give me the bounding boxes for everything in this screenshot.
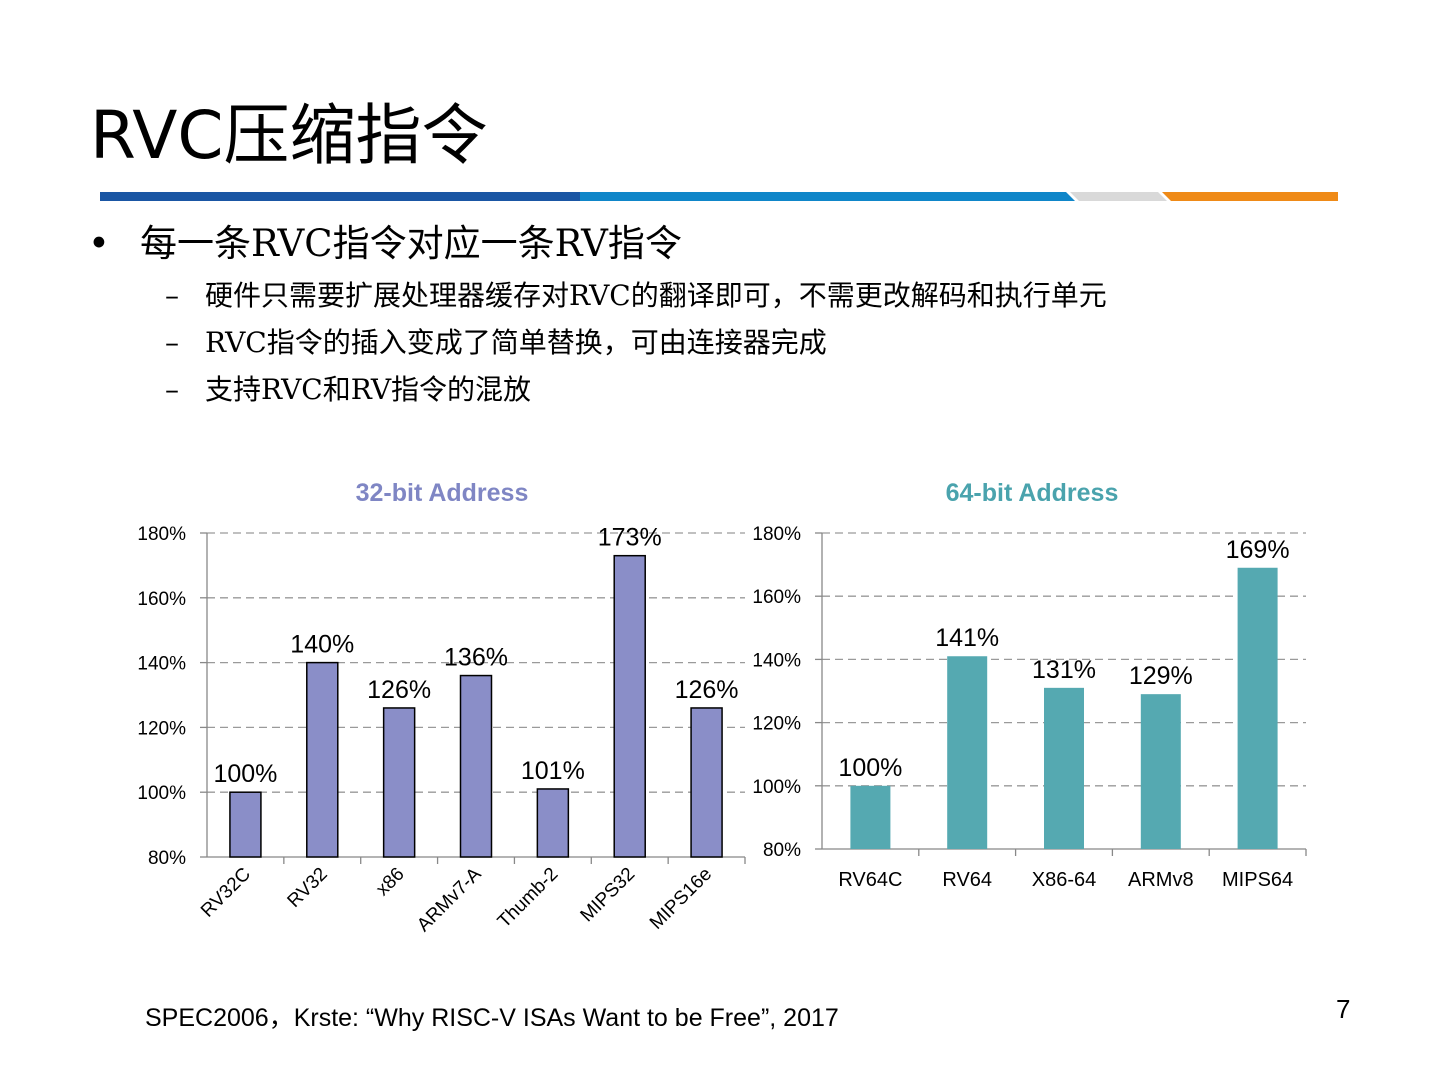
y-tick-label: 80% [763, 840, 801, 861]
data-label: 173% [598, 524, 662, 552]
bar-rv64 [947, 656, 988, 849]
y-tick-label: 180% [752, 524, 801, 545]
title-bar-segment-dark-blue [100, 192, 580, 201]
sub-bullet-item: – 支持RVC和RV指令的混放 [165, 370, 1107, 417]
title-underline-bar [100, 192, 1338, 201]
x-category-label: RV64C [838, 869, 902, 891]
data-label: 141% [935, 624, 999, 652]
data-label: 140% [290, 631, 354, 659]
sub-bullet-text: 支持RVC和RV指令的混放 [205, 373, 532, 406]
bar-x86 [382, 707, 416, 858]
y-tick-label: 120% [752, 714, 801, 735]
page-number: 7 [1336, 994, 1351, 1024]
bar-mips16e [690, 707, 723, 858]
slide-title: RVC压缩指令 [90, 97, 488, 174]
data-label: 100% [213, 760, 277, 788]
y-tick-label: 160% [137, 589, 186, 610]
bar-rv32c [229, 791, 262, 858]
bar-thumb-2 [536, 788, 570, 858]
bar-mips64 [1237, 567, 1278, 849]
chart-title: 32-bit Address [356, 479, 529, 507]
data-label: 131% [1032, 656, 1096, 684]
y-tick-label: 100% [752, 777, 801, 798]
x-category-label: RV64 [942, 869, 992, 891]
data-label: 126% [367, 676, 431, 704]
data-label: 126% [675, 676, 739, 704]
sub-bullet-marker: – [165, 373, 179, 406]
sub-bullet-text: RVC指令的插入变成了简单替换，可由连接器完成 [205, 326, 827, 359]
x-category-label: MIPS64 [1222, 869, 1293, 891]
bar-mips32 [613, 554, 646, 858]
sub-bullet-list: – 硬件只需要扩展处理器缓存对RVC的翻译即可，不需更改解码和执行单元 – RVC指… [165, 276, 1107, 417]
y-tick-label: 120% [137, 718, 186, 739]
data-label: 101% [521, 757, 585, 785]
y-tick-label: 140% [137, 654, 186, 675]
sub-bullet-item: – 硬件只需要扩展处理器缓存对RVC的翻译即可，不需更改解码和执行单元 [165, 276, 1107, 323]
y-tick-label: 140% [752, 650, 801, 671]
data-label: 136% [444, 644, 508, 672]
sub-bullet-item: – RVC指令的插入变成了简单替换，可由连接器完成 [165, 323, 1107, 370]
title-bar-segment-orange [1162, 192, 1338, 201]
sub-bullet-text: 硬件只需要扩展处理器缓存对RVC的翻译即可，不需更改解码和执行单元 [205, 279, 1107, 312]
bar-rv64c [850, 785, 891, 849]
data-label: 129% [1129, 662, 1193, 690]
footnote-citation: SPEC2006，Krste: “Why RISC-V ISAs Want to… [145, 1004, 839, 1032]
y-tick-label: 160% [752, 587, 801, 608]
main-bullet: • 每一条RVC指令对应一条RV指令 [88, 220, 682, 268]
main-bullet-text: 每一条RVC指令对应一条RV指令 [140, 222, 682, 265]
title-bar-segment-gray [1070, 192, 1167, 201]
data-label: 169% [1226, 536, 1290, 564]
title-bar-segment-blue [580, 192, 1075, 201]
x-category-label: ARMv8 [1128, 869, 1194, 891]
y-tick-label: 80% [148, 848, 186, 869]
sub-bullet-marker: – [165, 326, 179, 359]
bar-x86-64 [1044, 687, 1084, 849]
data-label: 100% [838, 754, 902, 782]
chart-title: 64-bit Address [946, 479, 1119, 507]
y-tick-label: 100% [137, 783, 186, 804]
bar-armv8 [1140, 694, 1181, 849]
sub-bullet-marker: – [165, 279, 179, 312]
bar-armv7-a [459, 674, 493, 858]
bullet-marker: • [88, 222, 110, 265]
bar-rv32 [306, 661, 339, 858]
y-tick-label: 180% [137, 524, 186, 545]
x-category-label: X86-64 [1032, 869, 1097, 891]
